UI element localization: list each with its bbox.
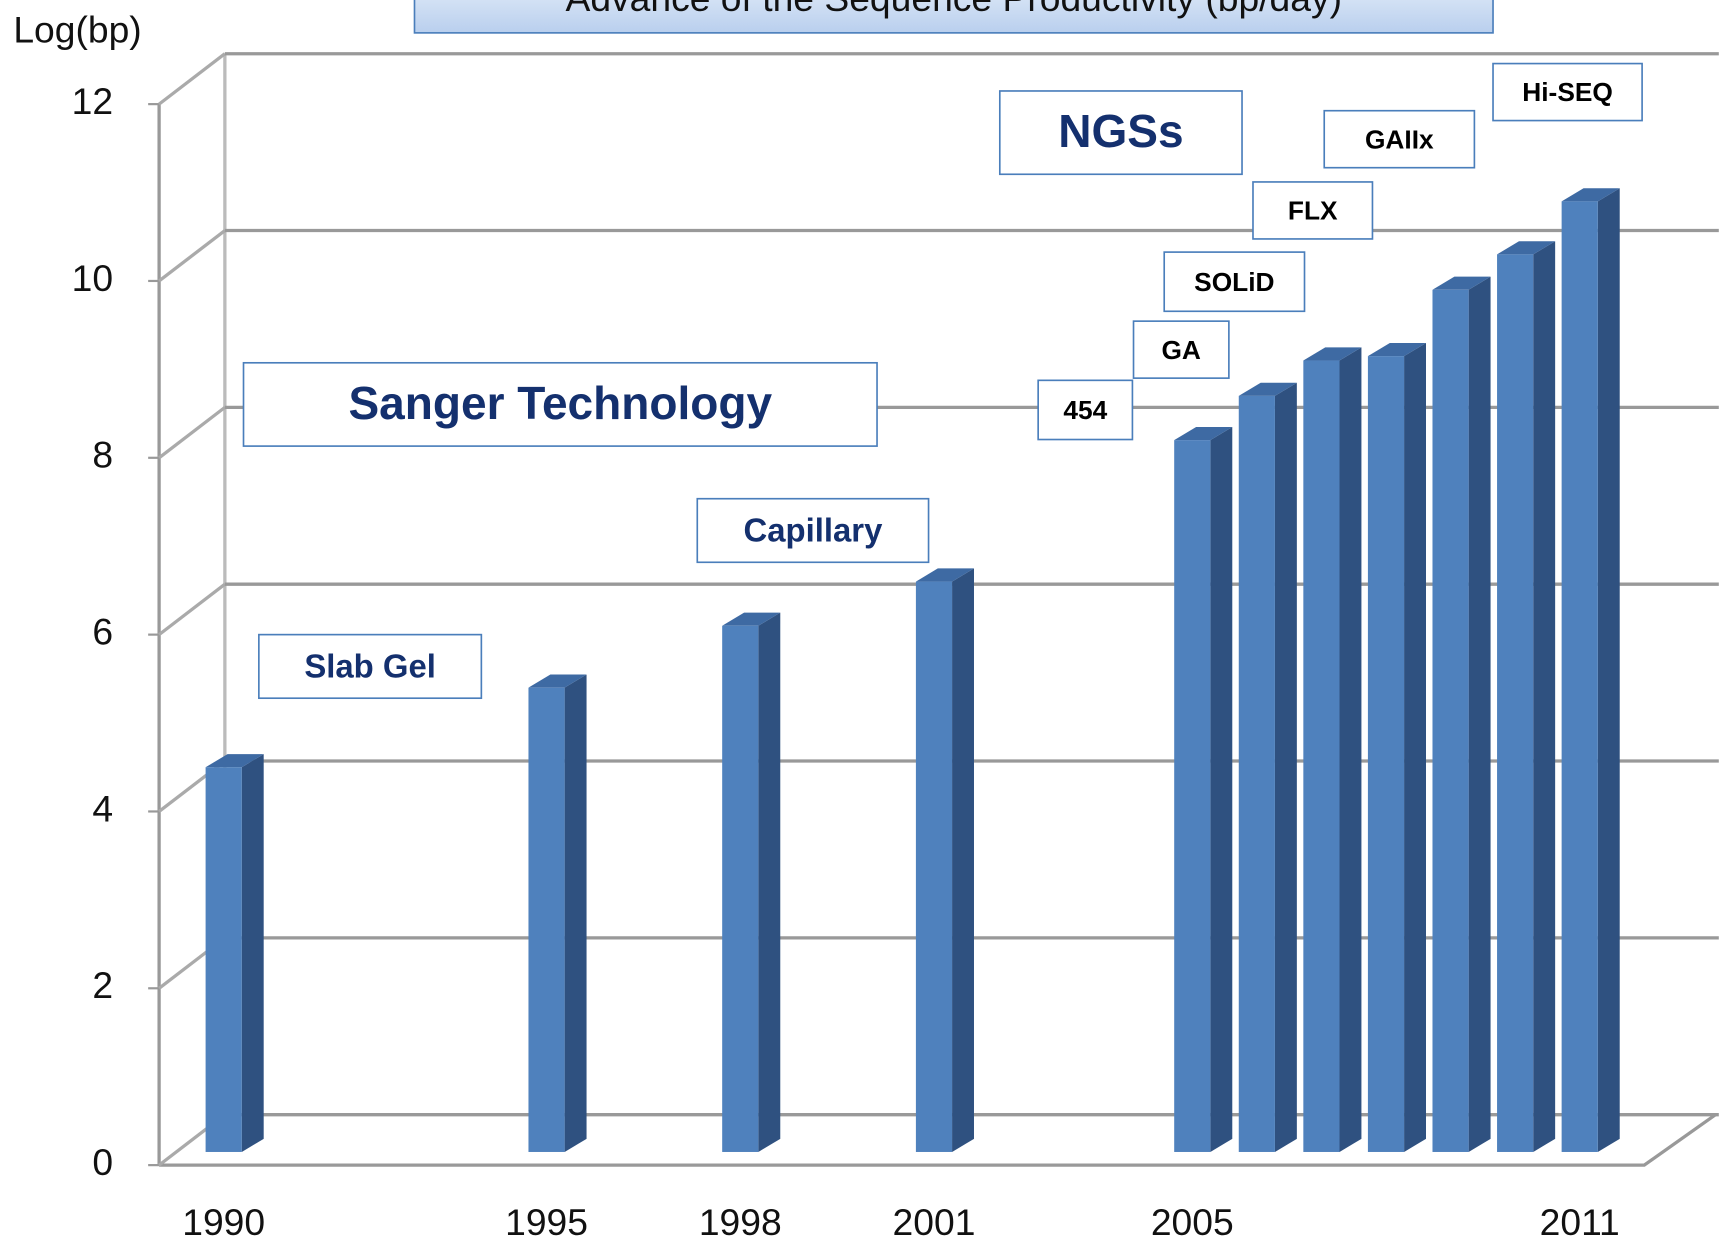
bar: [1561, 188, 1620, 1152]
bar-top: [1497, 241, 1556, 255]
floor: [159, 1113, 1717, 1167]
grid-line: [158, 406, 226, 460]
annotation: Slab Gel: [304, 647, 436, 684]
bar: [1367, 342, 1427, 1152]
bar-top: [722, 612, 781, 626]
annotation: Sanger Technology: [348, 377, 772, 429]
x-tick-label: 1995: [505, 1201, 588, 1243]
bar-top: [1432, 276, 1491, 290]
bar-top: [528, 674, 587, 688]
bar-front: [1367, 356, 1405, 1152]
annotation-box: [1252, 181, 1374, 240]
y-tick-label: 6: [92, 610, 113, 652]
annotation: SOLiD: [1194, 267, 1274, 297]
bar-front: [1561, 201, 1598, 1152]
annotation-box: [1323, 109, 1476, 169]
annotation: Capillary: [743, 511, 883, 548]
y-axis-label: Log(bp): [13, 9, 141, 51]
bar-front: [722, 625, 759, 1152]
annotation-box: [1163, 251, 1306, 313]
bar-side: [1533, 241, 1556, 1152]
bar-top: [1174, 426, 1233, 441]
x-tick-label: 2005: [1151, 1201, 1234, 1243]
bar-front: [1303, 360, 1340, 1152]
annotation-box: [1037, 379, 1134, 441]
bar: [1497, 241, 1556, 1152]
annotation: NGSs: [1058, 105, 1183, 157]
annotation-box: [242, 361, 878, 447]
annotation-box: [696, 497, 930, 564]
bar-front: [205, 767, 242, 1152]
y-tick-label: 4: [92, 787, 113, 829]
bar-front: [1238, 395, 1275, 1152]
annotation-box: [1132, 320, 1230, 379]
bar-side: [1274, 382, 1297, 1152]
bar-side: [1210, 426, 1233, 1152]
annotation-box: [998, 90, 1243, 176]
bar-front: [915, 581, 953, 1152]
bar: [722, 612, 781, 1152]
title-box: [413, 0, 1494, 34]
annotation: FLX: [1288, 196, 1338, 226]
bar-side: [1339, 347, 1362, 1152]
bar-top: [1238, 382, 1297, 396]
chart-title: Advance of the Sequence Productivity (bp…: [566, 0, 1343, 19]
annotation: GAIIx: [1365, 124, 1434, 154]
bar: [1303, 347, 1362, 1152]
bar-side: [241, 754, 264, 1152]
bar-front: [528, 687, 565, 1152]
bar-top: [1561, 188, 1620, 202]
bar-side: [1468, 276, 1491, 1152]
annotation: 454: [1063, 395, 1107, 425]
x-tick-label: 1990: [182, 1201, 265, 1243]
y-tick-label: 0: [92, 1141, 113, 1183]
bar-side: [564, 674, 587, 1152]
annotation: GA: [1161, 335, 1200, 365]
x-tick-label: 2001: [893, 1201, 976, 1243]
bar-top: [205, 754, 264, 768]
bar-front: [1174, 440, 1211, 1152]
bar: [1238, 382, 1297, 1152]
annotation-box: [258, 633, 483, 700]
bar-side: [952, 568, 974, 1152]
grid-line: [158, 52, 226, 106]
bar: [528, 674, 587, 1152]
bar-front: [1432, 289, 1469, 1152]
bar-top: [1303, 347, 1362, 361]
annotation: Hi-SEQ: [1522, 77, 1613, 107]
bar-side: [1404, 342, 1427, 1152]
bar-side: [1597, 188, 1620, 1152]
bar: [1174, 426, 1233, 1152]
x-tick-label: 2011: [1540, 1201, 1620, 1243]
bar-top: [1367, 342, 1427, 357]
y-tick-label: 10: [72, 257, 113, 299]
bar: [205, 754, 264, 1152]
y-tick-label: 8: [92, 434, 113, 476]
bar: [1432, 276, 1491, 1152]
bar-front: [1497, 254, 1534, 1152]
annotation-box: [1492, 62, 1643, 122]
y-tick-label: 2: [92, 964, 113, 1006]
bar-top: [915, 568, 974, 582]
grid-line: [158, 229, 226, 283]
grid-line: [158, 582, 226, 636]
y-tick-label: 12: [72, 80, 113, 122]
bar: [915, 568, 974, 1152]
x-tick-label: 1998: [699, 1201, 782, 1243]
bar-side: [758, 612, 781, 1152]
